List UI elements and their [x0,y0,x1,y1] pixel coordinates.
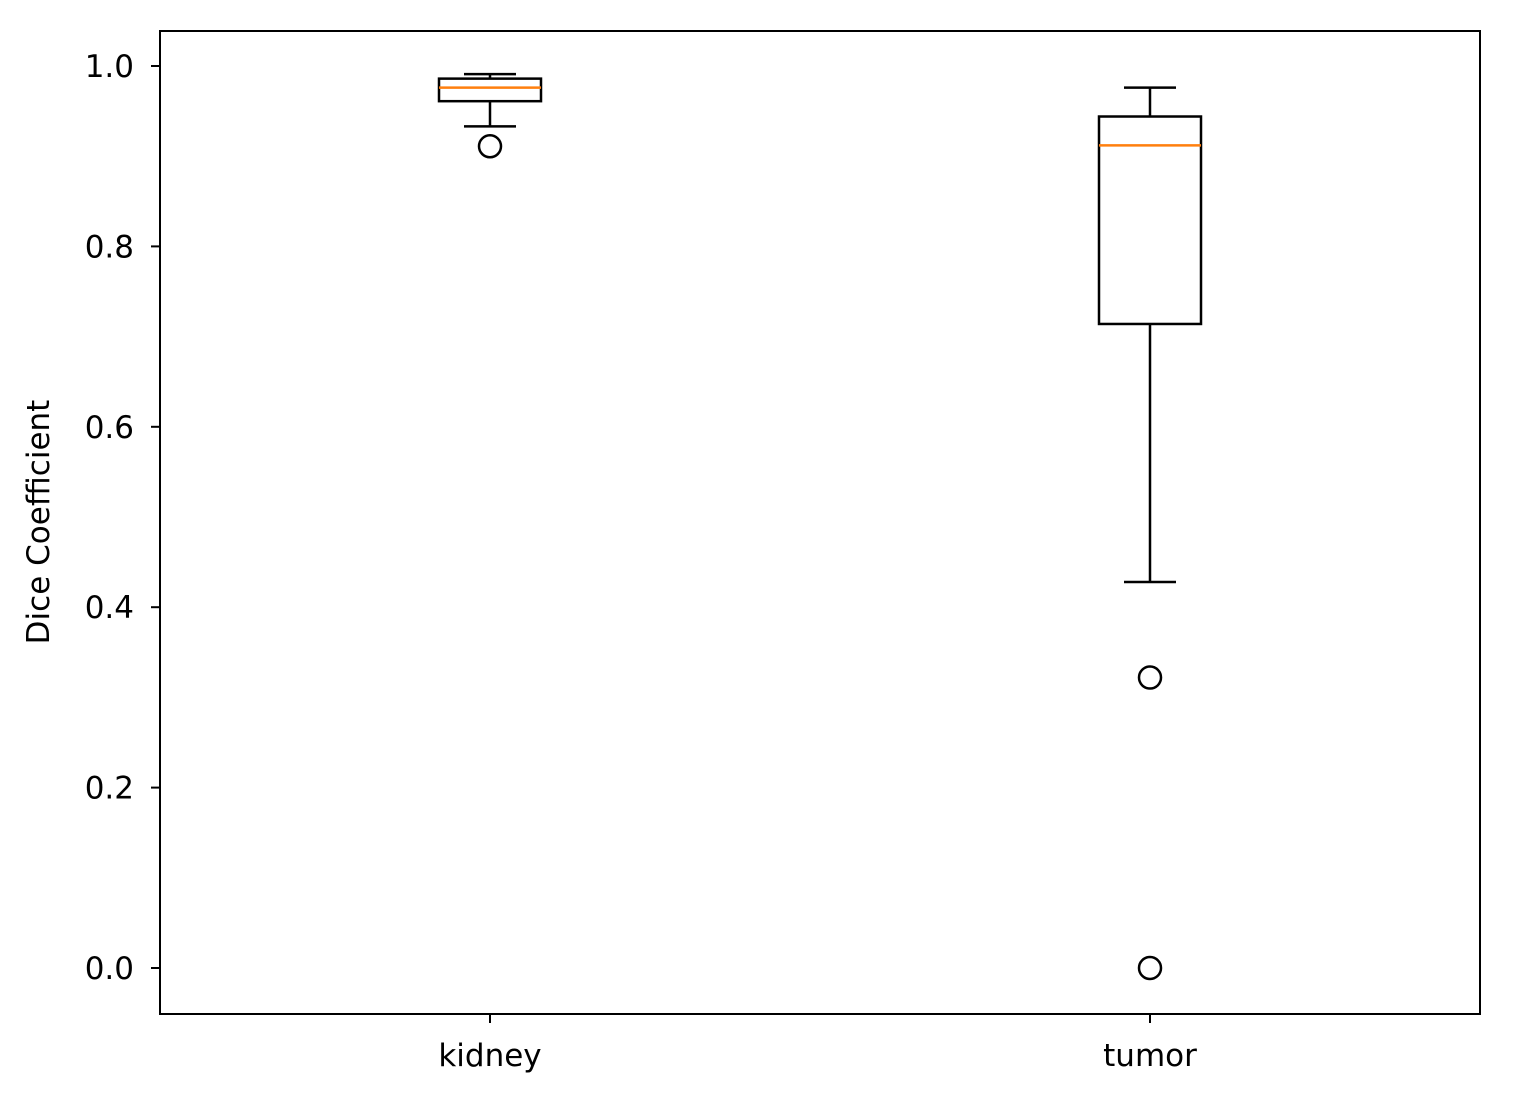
x-tick-label: kidney [438,1038,541,1074]
outlier-point [477,134,503,159]
y-tick-label: 0.2 [85,771,134,807]
y-tick-label: 0.4 [85,590,134,626]
box-kidney [437,72,543,159]
outlier-point [1137,665,1163,690]
iqr-box [437,77,543,103]
y-tick-label: 1.0 [85,49,134,85]
x-axis: kidney tumor [438,1014,1197,1074]
plot-area-frame [159,30,1481,1015]
box-tumor [1097,86,1203,981]
boxes-layer [437,72,1203,981]
y-axis-label: Dice Coefficient [21,400,57,645]
outlier-point [1137,955,1163,981]
y-tick-label: 0.6 [85,410,134,446]
x-tick-label: tumor [1103,1038,1197,1074]
y-tick-label: 0.8 [85,229,134,265]
y-axis: 0.0 0.2 0.4 0.6 0.8 1.0 [85,49,160,987]
iqr-box [1097,115,1203,326]
y-tick-label: 0.0 [85,951,134,987]
